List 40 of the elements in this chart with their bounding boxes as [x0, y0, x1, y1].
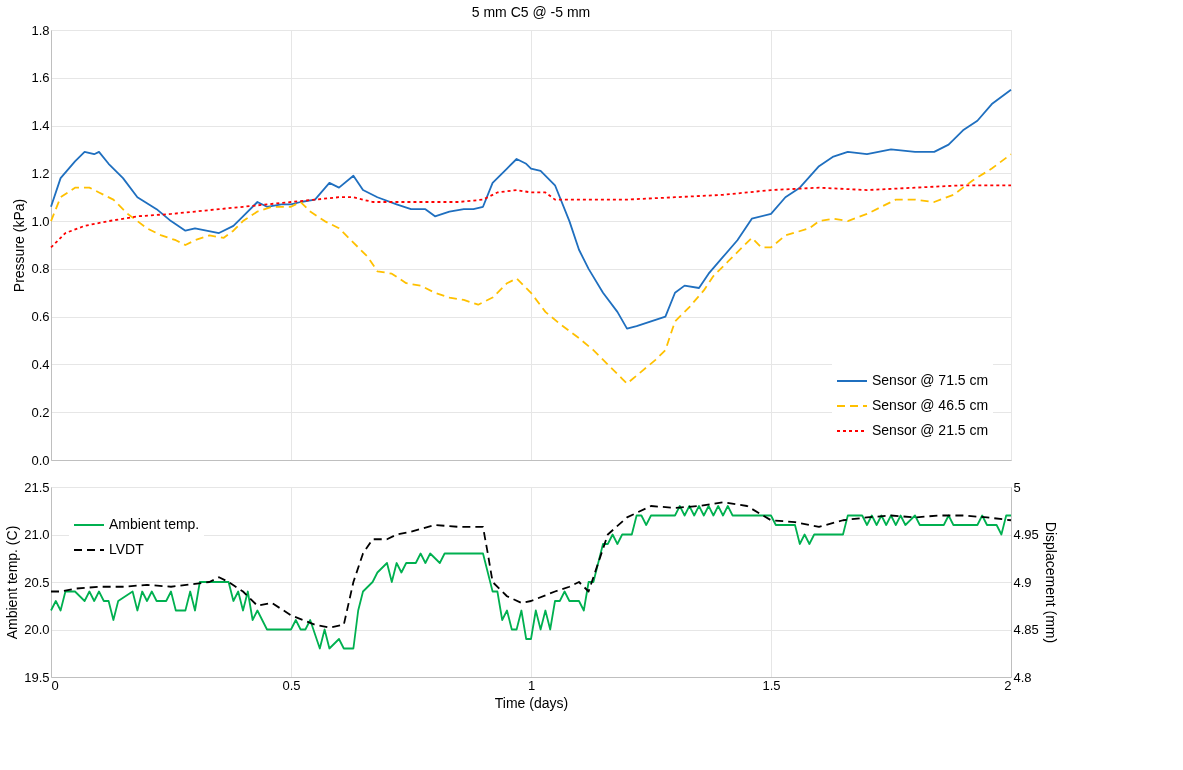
y-axis-title: Ambient temp. (C): [4, 525, 21, 640]
legend-label: LVDT: [109, 541, 145, 557]
y-tick-label: 21.0: [24, 527, 50, 542]
legend-label: Sensor @ 71.5 cm: [872, 372, 989, 388]
y2-axis-title: Displacement (mm): [1042, 521, 1059, 644]
y2-tick-label: 4.95: [1013, 527, 1039, 542]
y2-tick-label: 4.8: [1013, 669, 1032, 685]
y-tick-label: 1.2: [31, 165, 50, 181]
legend-label: Sensor @ 21.5 cm: [872, 422, 989, 438]
y-axis-title: Pressure (kPa): [11, 198, 28, 293]
line-series: [50, 184, 1012, 249]
y-tick-label: 19.5: [24, 669, 50, 685]
y-tick-label: 0.8: [31, 261, 50, 277]
line-series: [50, 501, 1012, 629]
y-tick-label: 0.0: [31, 452, 50, 468]
y-tick-label: 0.2: [31, 404, 50, 420]
y-tick-label: 1.6: [31, 70, 50, 86]
y-tick-label: 21.5: [24, 479, 50, 495]
y-tick-label: 0.4: [31, 356, 50, 372]
legend-label: Ambient temp.: [109, 516, 200, 532]
x-tick-label: 1.5: [762, 677, 781, 693]
x-tick-label: 0.5: [282, 677, 301, 693]
y2-tick-label: 4.85: [1013, 622, 1039, 637]
y-tick-label: 1.8: [31, 22, 50, 38]
y2-tick-label: 4.9: [1013, 574, 1032, 590]
x-tick-label: 2: [1004, 677, 1012, 693]
line-series: [50, 153, 1012, 385]
line-series: [50, 88, 1012, 330]
chart-title: 5 mm C5 @ -5 mm: [471, 4, 591, 20]
y-tick-label: 0.6: [31, 309, 50, 325]
x-axis-title: Time (days): [494, 694, 569, 711]
y2-tick-label: 5: [1013, 479, 1021, 495]
y-tick-label: 1.4: [31, 118, 50, 134]
x-tick-label: 1: [527, 677, 536, 693]
line-series: [50, 505, 1012, 650]
y-tick-label: 1.0: [31, 213, 50, 229]
y-tick-label: 20.5: [24, 574, 50, 590]
y-tick-label: 20.0: [24, 622, 50, 637]
x-tick-label: 0: [51, 677, 59, 693]
legend-label: Sensor @ 46.5 cm: [872, 397, 989, 413]
